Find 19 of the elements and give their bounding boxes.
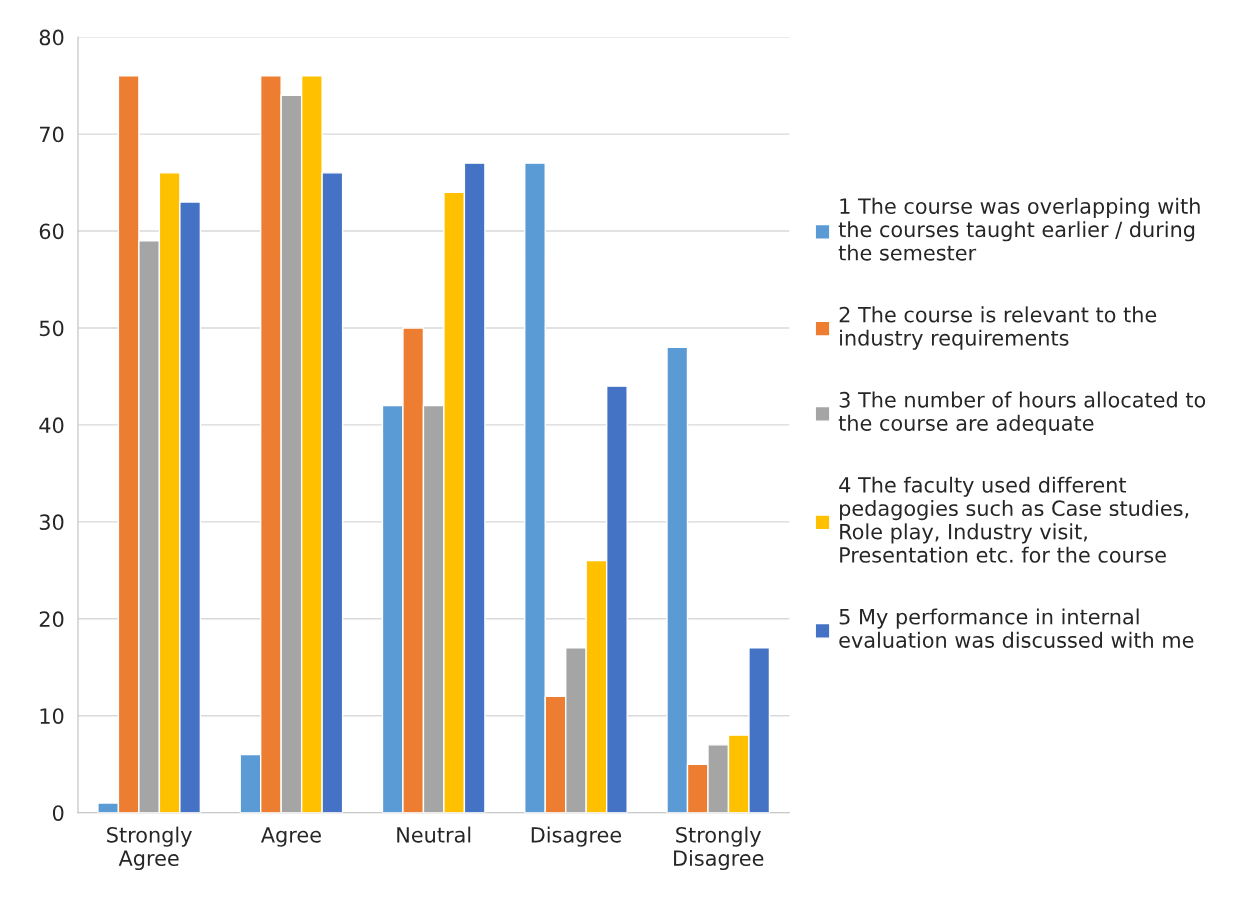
y-tick-label: 50 bbox=[39, 320, 64, 337]
legend-label: 3 The number of hours allocated to the course are adequate bbox=[838, 391, 1206, 435]
y-tick-label: 30 bbox=[39, 514, 64, 531]
legend-label: 5 My performance in internal evaluation was discussed with me bbox=[839, 608, 1194, 648]
y-tick-label: 60 bbox=[39, 223, 64, 240]
y-tick-label: 0 bbox=[52, 805, 64, 821]
y-tick-label: 20 bbox=[39, 611, 64, 628]
legend-label: 2 The course is relevant to the industry requirements bbox=[839, 306, 1157, 350]
y-tick-label: 80 bbox=[39, 29, 64, 46]
y-tick-label: 40 bbox=[39, 417, 64, 434]
y-tick-label: 70 bbox=[40, 126, 64, 143]
legend-label: 4 The faculty used different pedagogies such as Case studies, Role play, Industry visit, Presentation etc. for the course bbox=[839, 476, 1189, 563]
x-tick-label: Neutral bbox=[397, 826, 471, 843]
x-tick-label: Disagree bbox=[531, 826, 622, 847]
x-tick-label: Strongly Disagree bbox=[674, 826, 764, 871]
x-tick-label: Agree bbox=[260, 827, 321, 847]
x-tick-label: Strongly Agree bbox=[107, 826, 192, 871]
y-tick-label: 10 bbox=[40, 708, 64, 724]
legend-label: 1 The course was overlapping with the courses taught earlier / during the semester bbox=[838, 197, 1200, 261]
